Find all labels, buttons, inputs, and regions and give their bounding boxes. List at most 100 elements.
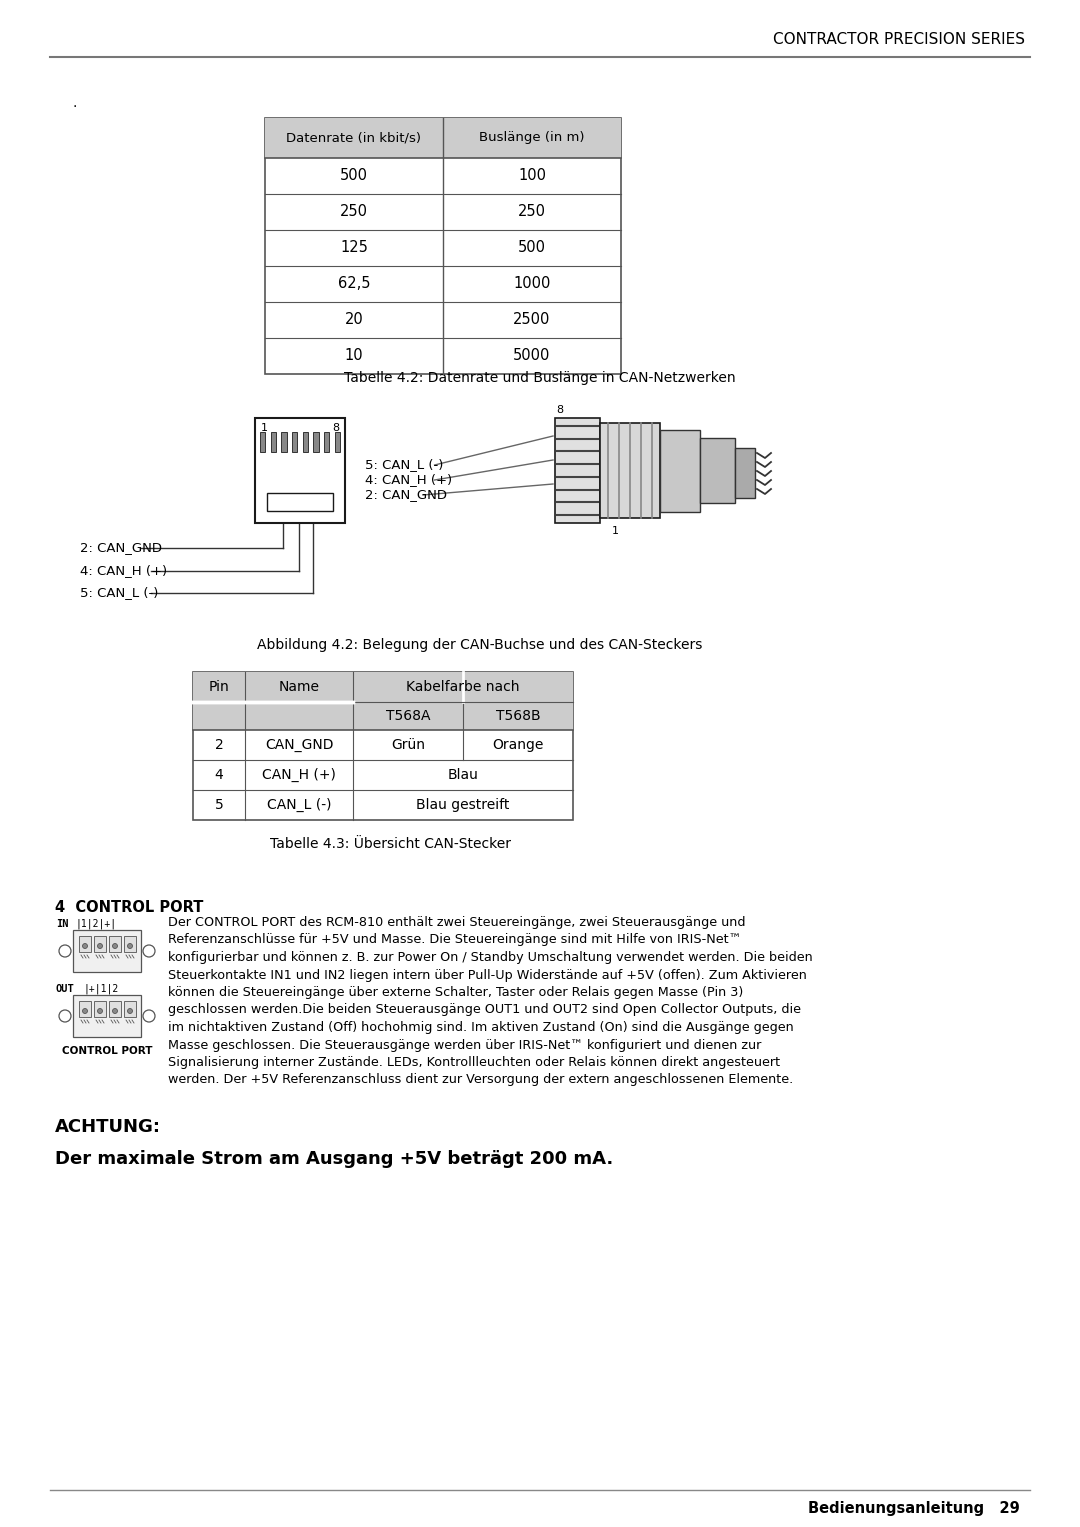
Text: im nichtaktiven Zustand (Off) hochohmig sind. Im aktiven Zustand (On) sind die A: im nichtaktiven Zustand (Off) hochohmig … (168, 1022, 794, 1034)
Text: |1|2|+|: |1|2|+| (76, 919, 117, 930)
Text: CONTRACTOR PRECISION SERIES: CONTRACTOR PRECISION SERIES (773, 32, 1025, 47)
Text: 8: 8 (556, 405, 564, 415)
Bar (255, 418, 345, 524)
Bar (660, 431, 700, 512)
Text: 4: CAN_H (+): 4: CAN_H (+) (80, 565, 167, 577)
Bar (109, 1002, 121, 1017)
Text: Orange: Orange (492, 738, 543, 751)
Bar (302, 432, 308, 452)
Circle shape (112, 944, 118, 948)
Bar (265, 118, 621, 374)
Text: OUT: OUT (56, 983, 75, 994)
Text: 2: CAN_GND: 2: CAN_GND (365, 489, 447, 501)
Text: 500: 500 (340, 168, 368, 183)
Text: werden. Der +5V Referenzanschluss dient zur Versorgung der extern angeschlossene: werden. Der +5V Referenzanschluss dient … (168, 1073, 793, 1087)
Text: 10: 10 (345, 348, 363, 363)
Bar (109, 936, 121, 951)
Bar (335, 432, 340, 452)
Circle shape (127, 944, 133, 948)
Text: T568B: T568B (496, 709, 540, 722)
Text: 250: 250 (518, 205, 546, 220)
Text: 500: 500 (518, 240, 546, 255)
Bar (193, 672, 573, 820)
Text: CAN_H (+): CAN_H (+) (262, 768, 336, 782)
Bar (94, 936, 106, 951)
Text: Abbildung 4.2: Belegung der CAN-Buchse und des CAN-Steckers: Abbildung 4.2: Belegung der CAN-Buchse u… (257, 638, 703, 652)
Text: geschlossen werden.Die beiden Steuerausgänge OUT1 und OUT2 sind Open Collector O: geschlossen werden.Die beiden Steuerausg… (168, 1003, 801, 1017)
Circle shape (82, 944, 87, 948)
Bar (555, 418, 600, 524)
Circle shape (59, 945, 71, 957)
Bar (700, 438, 735, 502)
Text: IN: IN (56, 919, 68, 928)
Text: |+|1|2: |+|1|2 (84, 983, 119, 994)
Bar (600, 423, 660, 518)
Bar (79, 1002, 91, 1017)
Bar (94, 1002, 106, 1017)
Bar (193, 672, 573, 702)
Text: CAN_GND: CAN_GND (265, 738, 334, 751)
Text: 4: CAN_H (+): 4: CAN_H (+) (365, 473, 453, 487)
Text: 2: 2 (215, 738, 224, 751)
Text: 5: CAN_L (-): 5: CAN_L (-) (365, 458, 444, 472)
Text: Blau: Blau (447, 768, 478, 782)
Bar (292, 432, 297, 452)
Circle shape (143, 1009, 156, 1022)
Text: Masse geschlossen. Die Steuerausgänge werden über IRIS-Net™ konfiguriert und die: Masse geschlossen. Die Steuerausgänge we… (168, 1038, 761, 1052)
Text: 5: CAN_L (-): 5: CAN_L (-) (80, 586, 159, 600)
Bar (267, 493, 333, 512)
Circle shape (127, 1008, 133, 1014)
Text: CONTROL PORT: CONTROL PORT (62, 1046, 152, 1057)
Circle shape (97, 1008, 103, 1014)
Text: können die Steuereingänge über externe Schalter, Taster oder Relais gegen Masse : können die Steuereingänge über externe S… (168, 986, 743, 999)
Text: 20: 20 (345, 313, 363, 327)
Text: 5000: 5000 (513, 348, 551, 363)
Text: Signalisierung interner Zustände. LEDs, Kontrollleuchten oder Relais können dire: Signalisierung interner Zustände. LEDs, … (168, 1057, 780, 1069)
Text: 1000: 1000 (513, 276, 551, 292)
Text: .: . (72, 96, 77, 110)
Bar (73, 930, 141, 973)
Bar (193, 702, 573, 730)
Text: Datenrate (in kbit/s): Datenrate (in kbit/s) (286, 131, 421, 145)
Text: Referenzanschlüsse für +5V und Masse. Die Steuereingänge sind mit Hilfe von IRIS: Referenzanschlüsse für +5V und Masse. Di… (168, 933, 741, 947)
Text: Buslänge (in m): Buslänge (in m) (480, 131, 584, 145)
Text: T568A: T568A (386, 709, 430, 722)
Text: 5: 5 (215, 799, 224, 812)
Bar (260, 432, 266, 452)
Circle shape (112, 1008, 118, 1014)
Text: 4: 4 (215, 768, 224, 782)
Text: Kabelfarbe nach: Kabelfarbe nach (406, 680, 519, 693)
Bar (79, 936, 91, 951)
Text: Bedienungsanleitung   29: Bedienungsanleitung 29 (808, 1501, 1020, 1515)
Bar (124, 1002, 136, 1017)
Text: 2500: 2500 (513, 313, 551, 327)
Bar (271, 432, 276, 452)
Bar (124, 936, 136, 951)
Text: Grün: Grün (391, 738, 426, 751)
Text: 125: 125 (340, 240, 368, 255)
Text: Name: Name (279, 680, 320, 693)
Bar (735, 447, 755, 498)
Text: 2: CAN_GND: 2: CAN_GND (80, 542, 162, 554)
Bar (281, 432, 286, 452)
Text: 4  CONTROL PORT: 4 CONTROL PORT (55, 899, 203, 915)
Text: Tabelle 4.2: Datenrate und Buslänge in CAN-Netzwerken: Tabelle 4.2: Datenrate und Buslänge in C… (345, 371, 735, 385)
Text: Blau gestreift: Blau gestreift (416, 799, 510, 812)
Text: 250: 250 (340, 205, 368, 220)
Text: Tabelle 4.3: Übersicht CAN-Stecker: Tabelle 4.3: Übersicht CAN-Stecker (270, 837, 511, 851)
Circle shape (97, 944, 103, 948)
Text: 8: 8 (332, 423, 339, 434)
Bar (73, 996, 141, 1037)
Text: Der maximale Strom am Ausgang +5V beträgt 200 mA.: Der maximale Strom am Ausgang +5V beträg… (55, 1150, 613, 1168)
Circle shape (143, 945, 156, 957)
Text: 62,5: 62,5 (338, 276, 370, 292)
Circle shape (82, 1008, 87, 1014)
Text: CAN_L (-): CAN_L (-) (267, 799, 332, 812)
Bar (324, 432, 329, 452)
Bar (265, 118, 621, 157)
Circle shape (59, 1009, 71, 1022)
Text: 100: 100 (518, 168, 546, 183)
Text: Pin: Pin (208, 680, 229, 693)
Text: Steuerkontakte IN1 und IN2 liegen intern über Pull-Up Widerstände auf +5V (offen: Steuerkontakte IN1 und IN2 liegen intern… (168, 968, 807, 982)
Bar (313, 432, 319, 452)
